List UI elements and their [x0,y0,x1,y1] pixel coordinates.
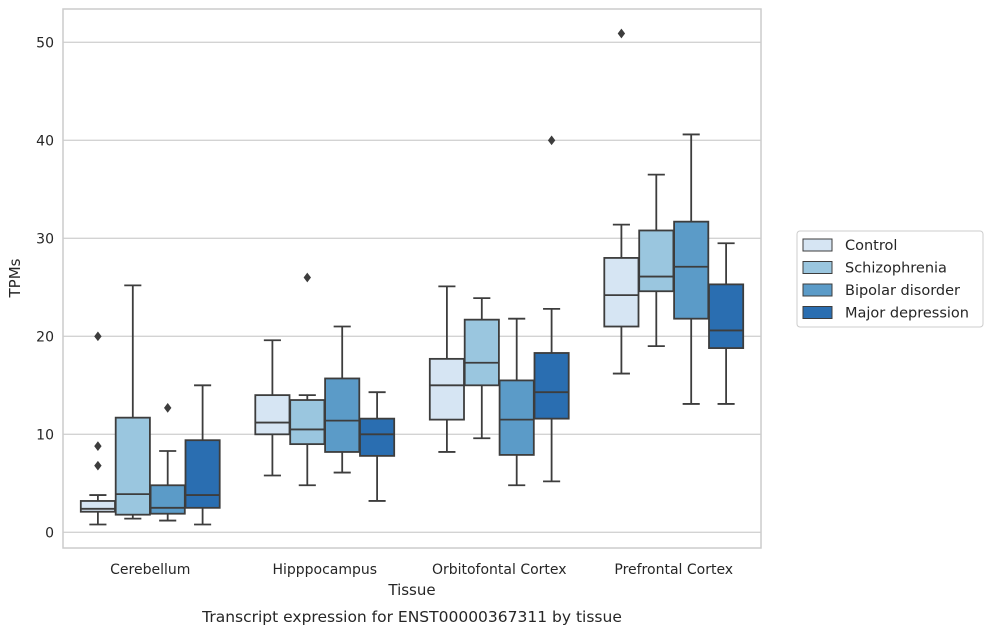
box-body [428,357,465,421]
box-body [498,379,535,456]
box-body [603,257,640,328]
outlier-point [94,441,102,451]
box-body [289,399,326,446]
x-tick-label: Orbitofontal Cortex [432,562,567,578]
legend: Control Schizophrenia Bipolar disorder Majo… [796,230,984,328]
legend-swatch [802,238,833,252]
box-body [114,416,151,516]
y-tick-label: 0 [45,525,54,541]
box-major-depression [708,242,745,405]
box-body [708,283,745,349]
box-body [184,439,221,509]
y-tick-label: 50 [36,35,54,51]
box-bipolar-disorder [324,325,361,474]
box-body [533,352,570,420]
box-schizophrenia [289,272,326,487]
box-bipolar-disorder [673,133,710,405]
box-body [79,500,116,513]
x-tick-label: Prefrontal Cortex [614,562,733,578]
legend-frame [796,230,984,328]
y-tick-label: 20 [36,329,54,345]
y-axis-ticks: 0 10 20 30 40 50 [36,35,54,541]
legend-label: Control [845,238,897,254]
plot-frame [62,8,762,549]
y-axis-label: TPMs [6,258,24,298]
box-major-depression [184,384,221,526]
box-body [673,220,710,320]
outlier-point [94,460,102,471]
x-tick-label: Hipppocampus [272,562,377,578]
x-axis-ticks: Cerebellum Hipppocampus Orbitofontal Corte… [110,562,733,578]
y-tick-label: 40 [36,133,54,149]
legend-swatch [802,283,833,297]
outlier-point [163,402,172,413]
x-tick-label: Cerebellum [110,562,190,578]
box-body [638,229,675,293]
box-control [428,285,465,453]
legend-items: Control Schizophrenia Bipolar disorder Majo… [802,238,969,322]
box-major-depression [533,135,570,483]
box-control [79,331,116,526]
box-groups [79,28,745,526]
y-tick-label: 10 [36,427,54,443]
legend-label: Schizophrenia [845,261,947,277]
box-bipolar-disorder [149,402,186,522]
box-control [603,28,640,375]
box-body [254,394,291,436]
outlier-point [303,272,312,283]
box-body [324,377,361,453]
box-bipolar-disorder [498,317,535,487]
outlier-point [547,135,556,146]
x-axis-label: Tissue [387,581,435,599]
box-schizophrenia [638,173,675,348]
y-tick-label: 30 [36,231,54,247]
outlier-point [617,28,626,39]
legend-swatch [802,261,833,274]
box-body [359,417,396,457]
grid-lines [63,41,761,533]
legend-label: Major depression [845,306,969,322]
legend-label: Bipolar disorder [845,283,960,299]
box-body [149,484,186,515]
box-body [463,318,500,387]
box-schizophrenia [114,284,151,520]
box-schizophrenia [463,297,500,440]
outlier-point [94,331,102,342]
legend-swatch [802,306,833,319]
box-control [254,339,291,477]
box-major-depression [359,391,396,502]
figure-caption: Transcript expression for ENST0000036731… [201,608,622,626]
